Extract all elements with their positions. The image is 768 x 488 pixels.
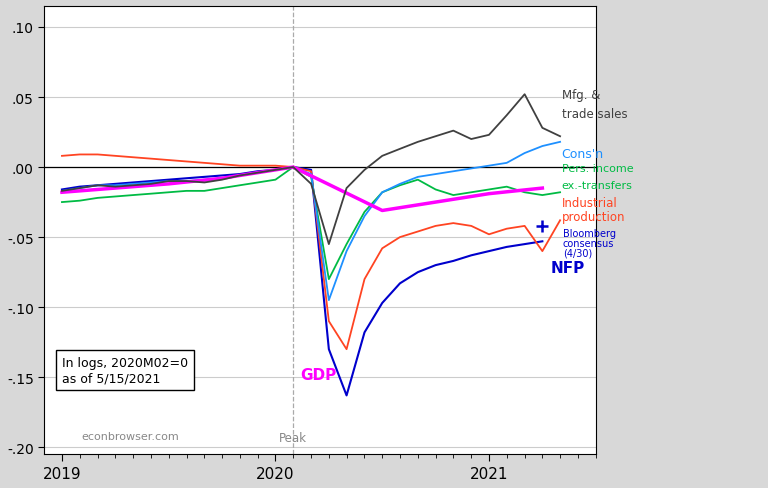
Text: Bloomberg: Bloomberg — [563, 228, 616, 239]
Text: trade sales: trade sales — [561, 108, 627, 121]
Text: Mfg. &: Mfg. & — [561, 88, 600, 102]
Text: econbrowser.com: econbrowser.com — [81, 431, 179, 441]
Text: In logs, 2020M02=0
as of 5/15/2021: In logs, 2020M02=0 as of 5/15/2021 — [62, 356, 188, 385]
Text: Peak: Peak — [280, 431, 307, 445]
Text: NFP: NFP — [551, 261, 585, 276]
Text: (4/30): (4/30) — [563, 248, 592, 258]
Text: production: production — [561, 210, 625, 223]
Text: ex.-transfers: ex.-transfers — [561, 181, 633, 191]
Text: Industrial: Industrial — [561, 196, 617, 209]
Text: consensus: consensus — [563, 238, 614, 248]
Text: Cons'n: Cons'n — [561, 147, 604, 160]
Text: Pers. income: Pers. income — [561, 164, 633, 174]
Text: GDP: GDP — [300, 367, 336, 382]
